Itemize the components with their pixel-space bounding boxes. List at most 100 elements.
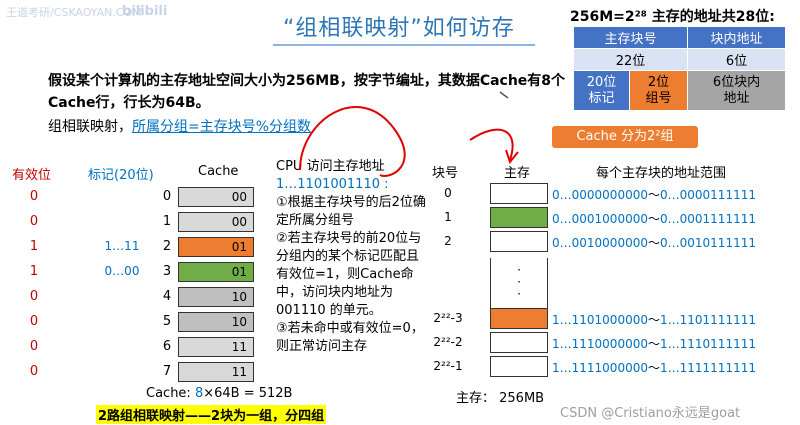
cache-line: 11 <box>178 362 254 382</box>
step-1: ①根据主存块号的后2位确定所属分组号 <box>276 195 426 228</box>
cache-line-index: 1 <box>162 214 172 229</box>
valid-bit: 0 <box>29 314 39 329</box>
valid-bit: 0 <box>29 339 39 354</box>
cache-header: Cache <box>198 164 239 179</box>
memory-block <box>490 183 548 204</box>
memory-block-index: 2 <box>444 234 452 248</box>
addr-end: 0…0001111111 <box>660 212 756 226</box>
red-annotation-arrow <box>469 128 514 161</box>
cache-line: 01 <box>178 262 254 282</box>
block-no-header: 块号 <box>432 166 459 181</box>
title-underline <box>273 44 535 46</box>
offset-bits-detail: 6位块内 地址 <box>687 70 786 111</box>
valid-bit: 0 <box>29 364 39 379</box>
cache-line: 10 <box>178 312 254 332</box>
valid-bit: 1 <box>29 239 39 254</box>
addr-separator: ～ <box>647 337 660 351</box>
memory-block-index: 2²²-3 <box>433 311 463 325</box>
cache-groups-label: Cache 分为2²组 <box>552 126 698 148</box>
page-title: “组相联映射”如何访存 <box>283 16 515 41</box>
memory-block-address-range: 0…0000000000～0…0000111111 <box>552 186 756 203</box>
addr-separator: ～ <box>647 212 660 226</box>
bilibili-logo: bilibili <box>122 4 168 19</box>
cache-line: 01 <box>178 237 254 257</box>
valid-bit: 0 <box>29 214 39 229</box>
csdn-watermark: CSDN @Cristiano永远是goat <box>560 406 741 421</box>
memory-block-address-range: 0…0010000000～0…0010111111 <box>552 234 756 251</box>
main-memory-header: 主存 <box>504 166 531 181</box>
tag-value: 1…11 <box>104 239 140 253</box>
addr-start: 1…1111000000 <box>552 361 648 375</box>
step-2: ②若主存块号的前20位与分组内的某个标记匹配且有效位=1，则Cache命中，访问… <box>276 231 422 318</box>
address-bits-title: 256M=2²⁸ 主存的地址共28位: <box>570 9 775 25</box>
step-3: ③若未命中或有效位=0，则正常访问主存 <box>276 321 424 354</box>
tag-value: 0…00 <box>104 264 140 278</box>
cache-line: 10 <box>178 287 254 307</box>
block-bits: 22位 <box>573 48 688 71</box>
addr-end: 0…0000111111 <box>660 188 756 202</box>
tag-bits: 20位 标记 <box>573 70 630 111</box>
addr-start: 0…0001000000 <box>552 212 648 226</box>
cache-size-prefix: Cache: <box>146 386 195 401</box>
addr-end: 1…1101111111 <box>660 313 756 327</box>
memory-block-index: 1 <box>444 210 452 224</box>
cache-line: 00 <box>178 187 254 207</box>
memory-block <box>490 207 548 228</box>
cache-size: Cache: 8×64B = 512B <box>146 386 292 401</box>
memory-block <box>490 308 548 329</box>
addr-separator: ～ <box>647 188 660 202</box>
addr-start: 1…1110000000 <box>552 337 648 351</box>
addr-range-header: 每个主存块的地址范围 <box>596 166 727 181</box>
memory-block <box>490 332 548 353</box>
cache-line-index: 2 <box>162 239 172 254</box>
addr-start: 0…0000000000 <box>552 188 648 202</box>
problem-description: 假设某个计算机的主存地址空间大小为256MB，按字节编址，其数据Cache有8个… <box>48 73 566 111</box>
watermark-text: 王道考研/CSKAOYAN.COM <box>6 6 142 19</box>
valid-bit-header: 有效位 <box>12 168 52 183</box>
addr-separator: ～ <box>647 313 660 327</box>
mapping-rule: 组相联映射，所属分组=主存块号%分组数 <box>48 116 311 136</box>
header-block-no: 主存块号 <box>573 26 688 49</box>
cache-line: 11 <box>178 337 254 357</box>
cpu-address: 1…1101001110 : <box>276 177 389 192</box>
cache-line: 00 <box>178 212 254 232</box>
header-offset: 块内地址 <box>687 26 786 49</box>
memory-block-index: 0 <box>444 186 452 200</box>
memory-block-index: 2²²-1 <box>433 359 463 373</box>
addr-start: 0…0010000000 <box>552 236 648 250</box>
tag-header: 标记(20位) <box>88 168 154 183</box>
addr-end: 0…0010111111 <box>660 236 756 250</box>
cache-line-index: 7 <box>162 364 172 379</box>
memory-block-address-range: 1…1110000000～1…1110111111 <box>552 335 756 352</box>
memory-block <box>490 231 548 252</box>
rule-prefix: 组相联映射， <box>48 119 132 135</box>
cache-line-count: 8 <box>194 386 204 401</box>
cpu-access-steps: CPU 访问主存地址 1…1101001110 : ①根据主存块号的后2位确定所… <box>276 158 426 356</box>
memory-block-address-range: 0…0001000000～0…0001111111 <box>552 210 756 227</box>
cache-line-index: 6 <box>162 339 172 354</box>
valid-bit: 0 <box>29 189 39 204</box>
memory-block-address-range: 1…1101000000～1…1101111111 <box>552 311 756 328</box>
group-bits: 2位 组号 <box>629 70 688 111</box>
addr-end: 1…1110111111 <box>660 337 756 351</box>
red-arrow-head <box>505 149 519 165</box>
addr-start: 1…1101000000 <box>552 313 648 327</box>
cpu-line1: CPU 访问主存地址 <box>276 159 385 174</box>
address-breakdown-table: 主存块号 块内地址 22位 6位 20位 标记 2位 组号 6位块内 地址 <box>573 26 786 111</box>
rule-highlight: 所属分组=主存块号%分组数 <box>132 119 312 135</box>
addr-separator: ～ <box>647 361 660 375</box>
memory-block-address-range: 1…1111000000～1…1111111111 <box>552 359 756 376</box>
cache-line-index: 4 <box>162 289 172 304</box>
addr-separator: ～ <box>647 236 660 250</box>
addr-end: 1…1111111111 <box>660 361 756 375</box>
cache-line-index: 5 <box>162 314 172 329</box>
two-way-note: 2路组相联映射——2块为一组，分四组 <box>96 405 327 424</box>
cache-line-index: 0 <box>162 189 172 204</box>
offset-bits: 6位 <box>687 48 786 71</box>
memory-size: 主存： 256MB <box>456 391 545 406</box>
cache-line-index: 3 <box>162 264 172 279</box>
cache-size-suffix: ×64B = 512B <box>203 386 293 401</box>
memory-ellipsis: · · · <box>490 258 548 308</box>
valid-bit: 1 <box>29 264 39 279</box>
memory-block <box>490 356 548 377</box>
